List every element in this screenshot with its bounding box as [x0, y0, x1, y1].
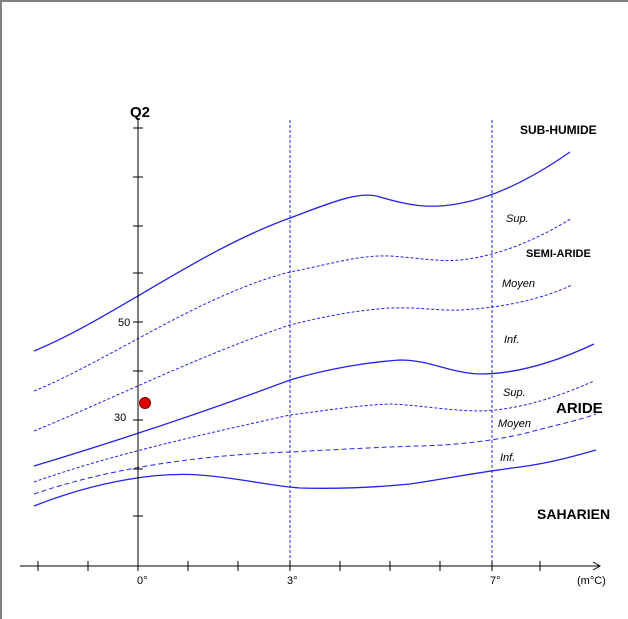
zone-label-sub-humide: SUB-HUMIDE [520, 123, 597, 137]
boundary-aride-saharien [33, 449, 597, 507]
temperature-isotherms [289, 120, 493, 568]
subzone-label-aride-inf: Inf. [500, 452, 515, 464]
zone-label-aride: ARIDE [556, 400, 603, 417]
zone-label-saharien: SAHARIEN [537, 506, 610, 522]
subzone-label-aride-moyen: Moyen [498, 418, 531, 430]
x-axis-unit: (m°C) [577, 575, 606, 587]
subzone-label-semi-aride-inf: Inf. [504, 334, 519, 346]
zone-label-semi-aride: SEMI-ARIDE [526, 248, 591, 260]
boundary-aride-moyen-inf [33, 413, 597, 495]
y-axis-ticks [133, 127, 143, 517]
subzone-label-semi-aride-sup: Sup. [506, 213, 529, 225]
subzone-label-aride-sup: Sup. [503, 387, 526, 399]
subzone-label-semi-aride-moyen: Moyen [502, 278, 535, 290]
axes [20, 118, 602, 571]
window-top-border [0, 0, 628, 2]
y-tick-label-30: 30 [114, 412, 126, 424]
boundary-semi-aride-aride [33, 343, 595, 467]
station-point [139, 397, 151, 409]
y-axis-title: Q2 [130, 104, 150, 121]
boundary-semi-aride-sup-moyen [33, 217, 573, 392]
x-tick-label-7: 7° [490, 575, 501, 587]
x-axis-ticks [37, 561, 541, 571]
x-axis-arrowhead [592, 561, 602, 571]
y-tick-label-50: 50 [118, 317, 130, 329]
boundary-semi-aride-moyen-inf [33, 284, 573, 432]
x-tick-label-3: 3° [287, 575, 298, 587]
boundary-sub-humide-semi-aride [33, 151, 571, 352]
bioclimatic-boundary-curves [33, 151, 597, 507]
x-tick-label-0: 0° [137, 575, 148, 587]
window-left-border [0, 0, 2, 619]
